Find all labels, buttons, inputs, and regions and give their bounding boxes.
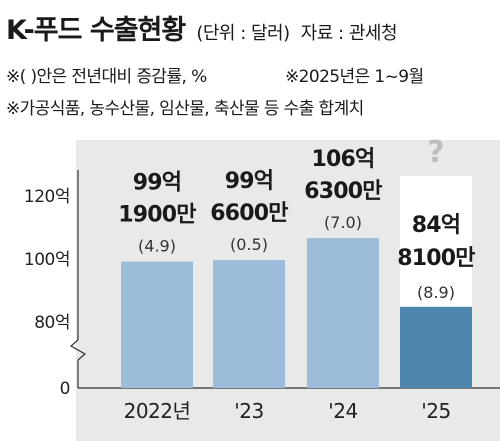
change-label: (8.9) (417, 283, 455, 302)
note-change-rate: ※( )안은 전년대비 증감률, % (6, 67, 207, 87)
unit-label: (단위 : 달러) (196, 23, 290, 44)
chart-title: K-푸드 수출현황 (6, 15, 186, 46)
value-label: 1900만 (118, 203, 196, 228)
value-label: 84억 (412, 213, 460, 238)
change-label: (7.0) (324, 213, 362, 232)
x-tick-label: '24 (328, 399, 357, 423)
title-row: K-푸드 수출현황 (단위 : 달러) 자료 : 관세청 (6, 8, 398, 47)
value-label: 106억 (312, 147, 375, 172)
y-tick-label: 0 (60, 379, 70, 399)
note-scope: ※가공식품, 농수산물, 임산물, 축산물 등 수출 합계치 (6, 99, 364, 119)
y-tick-label: 120억 (24, 187, 70, 207)
bar (400, 306, 472, 388)
x-tick-label: '23 (234, 399, 263, 423)
x-tick-label: 2022년 (124, 399, 191, 423)
source-label: 자료 : 관세청 (300, 23, 398, 44)
change-label: (0.5) (230, 235, 268, 254)
projection-box (400, 176, 472, 307)
note-period: ※2025년은 1~9월 (285, 67, 424, 87)
change-label: (4.9) (138, 237, 176, 256)
bar (307, 238, 379, 388)
value-label: 99억 (225, 169, 273, 194)
y-tick-label: 80억 (34, 313, 70, 333)
bar (121, 261, 193, 388)
value-label: 8100만 (397, 246, 475, 271)
value-label: 6600만 (210, 201, 288, 226)
value-label: 99억 (133, 171, 181, 196)
axis-break-icon (69, 339, 87, 361)
y-tick-label: 100억 (24, 250, 70, 270)
value-label: 6300만 (304, 179, 382, 204)
bar (213, 260, 285, 388)
question-mark: ? (427, 135, 444, 170)
chart-header: K-푸드 수출현황 (단위 : 달러) 자료 : 관세청 ※( )안은 전년대비… (0, 0, 500, 130)
x-tick-label: '25 (421, 399, 450, 423)
